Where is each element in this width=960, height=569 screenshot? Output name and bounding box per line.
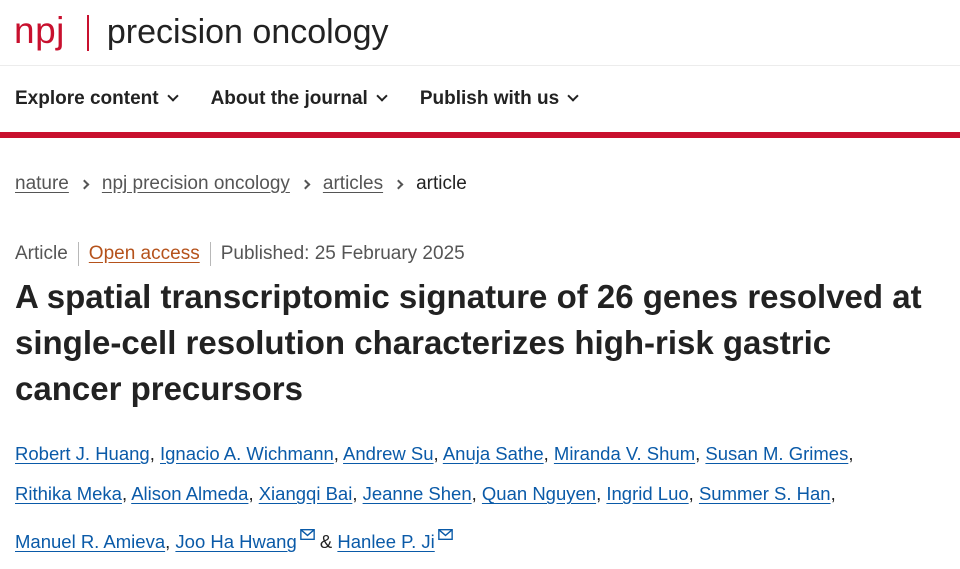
author-link[interactable]: Xiangqi Bai xyxy=(258,483,353,504)
author-link[interactable]: Jeanne Shen xyxy=(362,483,472,504)
author-separator: , xyxy=(248,483,254,504)
chevron-right-icon xyxy=(393,179,404,189)
main-nav: Explore content About the journal Publis… xyxy=(0,66,960,138)
author-separator: , xyxy=(596,483,602,504)
nav-item-label: Publish with us xyxy=(419,88,560,109)
author-link[interactable]: Manuel R. Amieva xyxy=(15,531,166,552)
author-link[interactable]: Anuja Sathe xyxy=(442,443,544,464)
chevron-right-icon xyxy=(79,179,90,189)
author-link[interactable]: Ignacio A. Wichmann xyxy=(160,443,334,464)
chevron-down-icon xyxy=(567,90,579,102)
author-separator: , xyxy=(149,443,155,464)
author-separator: , xyxy=(543,443,549,464)
breadcrumb: nature npj precision oncology articles a… xyxy=(0,172,960,196)
author-separator: , xyxy=(471,483,477,504)
breadcrumb-nature[interactable]: nature xyxy=(15,173,69,194)
author-separator: , xyxy=(165,531,171,552)
author-link[interactable]: Ingrid Luo xyxy=(606,483,689,504)
breadcrumb-current: article xyxy=(416,173,467,194)
author-link[interactable]: Quan Nguyen xyxy=(481,483,597,504)
open-access-link[interactable]: Open access xyxy=(88,243,200,264)
nav-item-label: About the journal xyxy=(210,88,368,109)
meta-divider xyxy=(209,242,211,266)
author-separator: , xyxy=(333,443,339,464)
author-link[interactable]: Alison Almeda xyxy=(131,483,249,504)
author-separator: , xyxy=(352,483,358,504)
author-separator: , xyxy=(121,483,128,504)
author-separator: , xyxy=(830,483,836,504)
author-link[interactable]: Robert J. Huang xyxy=(15,443,150,464)
npj-logo[interactable]: npj xyxy=(14,10,65,51)
author-link[interactable]: Joo Ha Hwang xyxy=(175,531,297,552)
breadcrumb-articles[interactable]: articles xyxy=(322,173,384,194)
nav-publish-with-us[interactable]: Publish with us xyxy=(419,88,579,110)
author-link[interactable]: Andrew Su xyxy=(343,443,434,464)
mail-icon[interactable] xyxy=(299,514,315,540)
chevron-right-icon xyxy=(300,179,311,189)
chevron-down-icon xyxy=(376,90,388,102)
author-separator: , xyxy=(433,443,439,464)
article-meta: Article Open access Published: 25 Februa… xyxy=(0,242,960,266)
nav-explore-content[interactable]: Explore content xyxy=(15,88,179,110)
author-separator: , xyxy=(848,443,854,464)
chevron-down-icon xyxy=(166,90,179,102)
author-link[interactable]: Susan M. Grimes xyxy=(705,443,849,464)
author-separator: , xyxy=(695,443,701,464)
article-title: A spatial transcriptomic signature of 26… xyxy=(15,278,922,407)
author-conjunction: & xyxy=(319,531,333,552)
site-header: npj precision oncology xyxy=(0,0,960,66)
breadcrumb-journal[interactable]: npj precision oncology xyxy=(101,173,290,194)
author-link[interactable]: Rithika Meka xyxy=(15,483,122,504)
published-date: Published: 25 February 2025 xyxy=(220,243,465,264)
meta-divider xyxy=(77,242,79,266)
nav-about-journal[interactable]: About the journal xyxy=(210,88,388,110)
mail-icon[interactable] xyxy=(437,514,453,540)
author-list: Robert J. Huang, Ignacio A. Wichmann, An… xyxy=(0,434,960,562)
article-type: Article xyxy=(15,243,68,264)
author-link[interactable]: Hanlee P. Ji xyxy=(337,531,435,552)
journal-name[interactable]: precision oncology xyxy=(106,12,389,51)
nav-item-label: Explore content xyxy=(15,88,159,109)
logo-divider xyxy=(86,14,89,51)
author-link[interactable]: Summer S. Han xyxy=(698,483,831,504)
author-separator: , xyxy=(688,483,694,504)
author-link[interactable]: Miranda V. Shum xyxy=(553,443,696,464)
